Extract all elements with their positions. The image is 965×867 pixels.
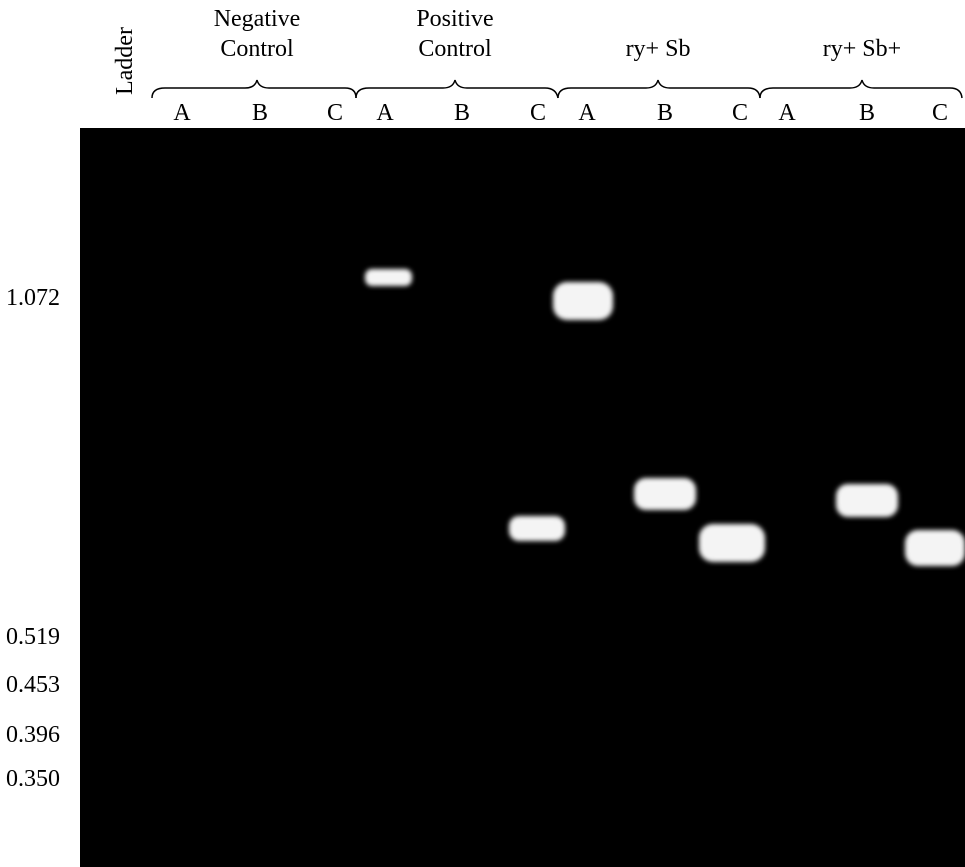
lane-label: C	[732, 100, 748, 126]
gel	[80, 128, 965, 867]
lane-label: A	[578, 100, 596, 126]
group-label: Control	[418, 36, 492, 62]
lane-label: A	[173, 100, 191, 126]
band	[634, 478, 696, 510]
brace	[356, 80, 558, 98]
band	[553, 282, 613, 320]
group-label: ry+ Sb+	[823, 36, 901, 62]
lane-label: C	[932, 100, 948, 126]
group-label: Control	[220, 36, 294, 62]
marker-label: 0.350	[6, 766, 60, 792]
ladder-label: Ladder	[112, 27, 138, 95]
lane-label: C	[327, 100, 343, 126]
band	[699, 524, 765, 562]
band	[905, 530, 965, 566]
marker-label: 0.453	[6, 672, 60, 698]
lane-label: A	[778, 100, 796, 126]
brace	[558, 80, 760, 98]
group-label: Negative	[214, 6, 301, 32]
group-label: Positive	[416, 6, 493, 32]
lane-label: C	[530, 100, 546, 126]
band	[836, 484, 898, 517]
marker-label: 1.072	[6, 285, 60, 311]
band	[509, 516, 565, 541]
lane-label: B	[252, 100, 268, 126]
marker-label: 0.396	[6, 722, 60, 748]
lane-label: B	[454, 100, 470, 126]
braces	[152, 80, 962, 98]
marker-label: 0.519	[6, 624, 60, 650]
lane-label: B	[657, 100, 673, 126]
lane-label: A	[376, 100, 394, 126]
group-label: ry+ Sb	[626, 36, 691, 62]
brace	[760, 80, 962, 98]
lane-label: B	[859, 100, 875, 126]
band	[365, 269, 412, 286]
gel-figure: Ladder Negative Control Positive Control…	[0, 0, 965, 867]
brace	[152, 80, 356, 98]
